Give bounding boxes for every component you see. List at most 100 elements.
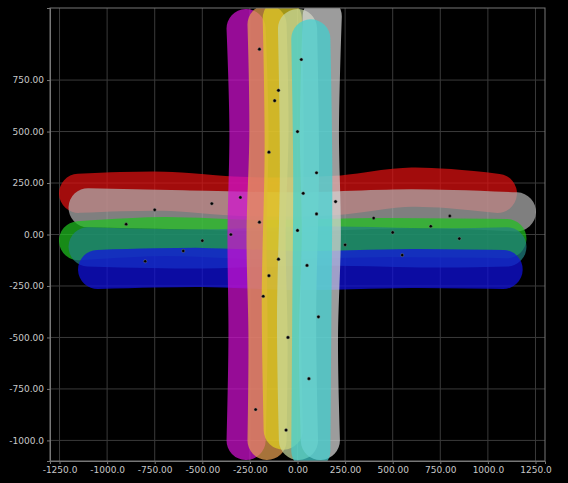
tick-label: 250.00 [330,465,362,475]
point [277,258,280,261]
tick: 500.00 [13,127,51,137]
point [277,89,280,92]
point [343,243,346,246]
point [201,239,204,242]
tick-mark [47,80,50,81]
x-axis: -1250.0 -1000.0 -750.00 -500.00 -250.00 0.00 2… [43,461,552,475]
point [372,216,375,219]
point [305,264,308,267]
point [267,151,270,154]
tick-label: 500.00 [377,465,409,475]
tick-mark [47,286,50,287]
tick-mark [155,461,156,464]
tick: 250.00 [13,178,51,188]
tick-label: 250.00 [13,178,45,188]
tick-mark [47,440,50,441]
point [458,237,461,240]
point [296,229,299,232]
tick-mark [47,389,50,390]
tick-label: 750.00 [13,75,45,85]
tick-label: -750.00 [9,384,44,394]
tick-label: -750.00 [138,465,173,475]
tick: 1250.0 [520,461,552,475]
point [296,130,299,133]
grid [50,8,545,461]
y-axis: -1000.0 -750.00 -500.00 -250.00 0.00 250.00 50… [9,9,50,462]
tick: -500.00 [185,461,220,475]
tick-mark [60,461,61,464]
tick: 0.00 [288,461,308,475]
point [334,200,337,203]
tick: -750.00 [9,384,50,394]
point [315,171,318,174]
chart: -1250.0 -1000.0 -750.00 -500.00 -250.00 0.00 2… [0,0,568,483]
tick-label: 750.00 [425,465,457,475]
tick-mark [107,461,108,464]
point [317,315,320,318]
point [229,233,232,236]
point [267,274,270,277]
tick-label: 0.00 [288,465,308,475]
tick-mark [47,183,50,184]
point [125,223,128,226]
tick: 0.00 [24,230,50,240]
tick-mark [298,461,299,464]
point [307,377,310,380]
tick-label: -500.00 [9,333,44,343]
tick: -250.00 [9,281,50,291]
axis-line [51,462,546,465]
plot: -1250.0 -1000.0 -750.00 -500.00 -250.00 0.00 2… [9,8,552,475]
tick: -1250.0 [43,461,78,475]
tick-label: -1000.0 [9,436,44,446]
tick: 500.00 [377,461,409,475]
tick-mark [202,461,203,464]
tick-mark [345,461,346,464]
tick-label: -1000.0 [90,465,125,475]
tick: -1000.0 [90,461,125,475]
point [391,231,394,234]
point [239,196,242,199]
point [182,249,185,252]
point [210,202,213,205]
tick-label: 1000.0 [473,465,505,475]
point [401,253,404,256]
point [153,208,156,211]
tick-mark [250,461,251,464]
point [254,408,257,411]
point [284,429,287,432]
tick-mark [440,461,441,464]
tick-mark [488,461,489,464]
tick: -1000.0 [9,436,50,446]
point [300,58,303,61]
point [144,260,147,263]
background [0,0,568,483]
tick-label: -250.00 [9,281,44,291]
tick: -500.00 [9,333,50,343]
tick: -250.00 [233,461,268,475]
tick-mark [535,461,536,464]
point [258,48,261,51]
point [448,214,451,217]
plot-frame [50,8,545,461]
tick: -750.00 [138,461,173,475]
tick-mark [47,337,50,338]
point [286,336,289,339]
band [311,39,313,451]
point [302,192,305,195]
point [429,225,432,228]
tick-label: -1250.0 [43,465,78,475]
tick-mark [47,235,50,236]
point [262,295,265,298]
marks [79,16,517,450]
tick-label: 0.00 [24,230,44,240]
tick: 750.00 [13,75,51,85]
tick-label: 1250.0 [520,465,552,475]
point [273,99,276,102]
axis-line [47,9,51,462]
tick-label: -500.00 [185,465,220,475]
tick-label: 500.00 [13,127,45,137]
point [315,212,318,215]
tick: 250.00 [330,461,362,475]
point [258,221,261,224]
tick-mark [47,132,50,133]
